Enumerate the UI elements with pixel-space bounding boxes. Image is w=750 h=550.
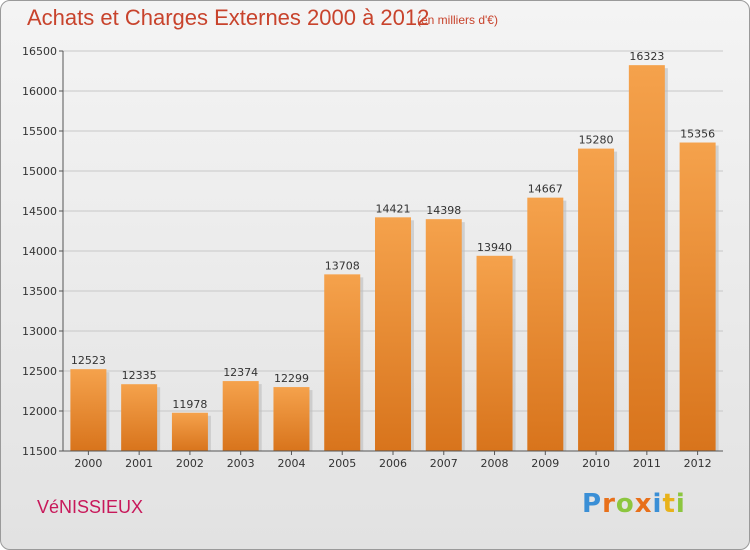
bar-2001 (121, 384, 158, 451)
x-tick-label: 2004 (277, 457, 305, 470)
data-label: 14421 (376, 202, 411, 215)
bar-2000 (70, 369, 107, 451)
data-label: 16323 (629, 50, 664, 63)
x-tick-label: 2011 (633, 457, 661, 470)
x-tick-label: 2008 (481, 457, 509, 470)
bar-2011 (628, 65, 665, 451)
bar-2007 (425, 219, 462, 451)
bars: 12523 12335 11978 12374 12299 13708 14421 14398… (70, 50, 719, 451)
x-tick-label: 2012 (684, 457, 712, 470)
x-tick-label: 2002 (176, 457, 204, 470)
x-tick-label: 2003 (227, 457, 255, 470)
x-tick-label: 2006 (379, 457, 407, 470)
x-tick-label: 2009 (531, 457, 559, 470)
y-tick-label: 12000 (22, 405, 57, 418)
bar-2003 (222, 381, 259, 451)
data-label: 11978 (172, 398, 207, 411)
data-label: 13708 (325, 259, 360, 272)
data-label: 13940 (477, 241, 512, 254)
x-tick-label: 2007 (430, 457, 458, 470)
bar-2010 (578, 148, 615, 451)
y-tick-label: 11500 (22, 445, 57, 458)
data-label: 15280 (579, 134, 614, 147)
x-tick-label: 2001 (125, 457, 153, 470)
brand-letter: o (615, 489, 635, 519)
y-tick-label: 12500 (22, 365, 57, 378)
y-tick-label: 16000 (22, 85, 57, 98)
bar-2004 (273, 387, 310, 451)
brand-letter: i (652, 489, 663, 519)
y-tick-label: 14500 (22, 205, 57, 218)
x-tick-label: 2005 (328, 457, 356, 470)
brand-letter: P (582, 489, 603, 519)
y-tick-label: 14000 (22, 245, 57, 258)
data-label: 14667 (528, 183, 563, 196)
data-label: 12299 (274, 372, 309, 385)
bar-2002 (171, 412, 208, 451)
bar-2006 (375, 217, 411, 451)
city-name: VéNISSIEUX (37, 497, 144, 517)
y-tick-label: 15500 (22, 125, 57, 138)
data-label: 12374 (223, 366, 258, 379)
chart-subtitle: (en milliers d'€) (417, 13, 498, 27)
x-tick-label: 2010 (582, 457, 610, 470)
y-tick-label: 16500 (22, 45, 57, 58)
brand-letter: t (662, 489, 676, 519)
bar-2009 (527, 197, 564, 451)
data-label: 14398 (426, 204, 461, 217)
x-tick-label: 2000 (74, 457, 102, 470)
data-label: 12335 (122, 369, 157, 382)
chart-title: Achats et Charges Externes 2000 à 2012 (27, 5, 430, 30)
brand-letter: x (634, 489, 653, 519)
data-label: 15356 (680, 128, 715, 141)
axes: 11500 12000 12500 13000 13500 14000 14500 15000… (22, 45, 723, 470)
y-tick-label: 15000 (22, 165, 57, 178)
brand-letter: i (675, 489, 686, 519)
brand-logo: Proxiti (582, 489, 686, 519)
bar-2005 (324, 274, 361, 451)
y-tick-label: 13000 (22, 325, 57, 338)
bar-2012 (679, 142, 716, 451)
y-tick-label: 13500 (22, 285, 57, 298)
brand-letter: r (602, 489, 616, 519)
bar-2008 (476, 255, 513, 451)
data-label: 12523 (71, 354, 106, 367)
